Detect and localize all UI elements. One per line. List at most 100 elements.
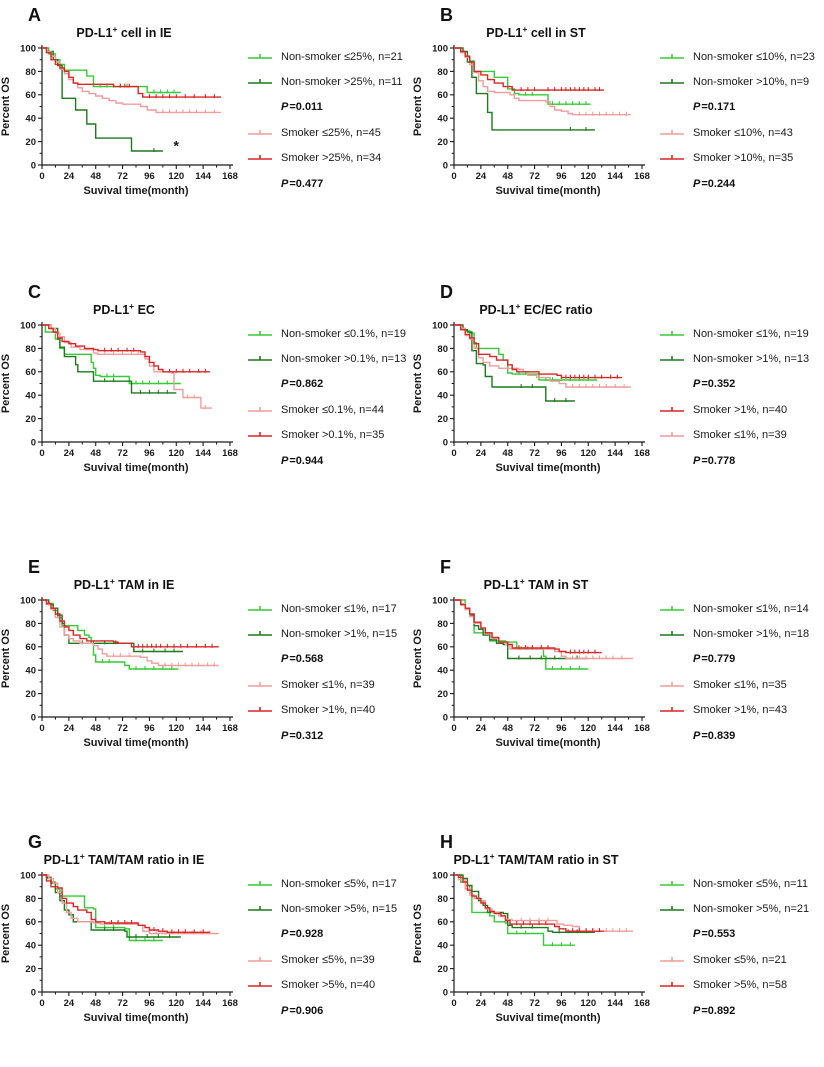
svg-text:24: 24 <box>476 998 487 1009</box>
svg-text:0: 0 <box>451 171 456 182</box>
p-symbol: P <box>693 653 701 666</box>
legend-marker-icon <box>660 880 684 886</box>
legend: Non-smoker ≤25%, n=21 Non-smoker >25%, n… <box>247 44 403 196</box>
svg-text:20: 20 <box>25 137 36 148</box>
chart-title-sup: + <box>79 851 85 861</box>
svg-text:72: 72 <box>529 171 540 182</box>
legend-item: Smoker ≤1%, n=35 <box>659 672 809 697</box>
svg-text:60: 60 <box>437 367 448 378</box>
p-value-text: =0.568 <box>289 653 324 666</box>
svg-text:Suvival time(month): Suvival time(month) <box>495 462 600 474</box>
svg-text:60: 60 <box>25 917 36 928</box>
legend-item: Non-smoker ≤5%, n=17 <box>247 871 397 896</box>
legend-label: Smoker >1%, n=40 <box>281 704 376 717</box>
panel-a: A PD-L1+ cell in IE 0 20 40 60 80 100 0 24 48 72 9… <box>0 0 412 277</box>
svg-text:168: 168 <box>222 171 238 182</box>
legend-item: Non-smoker ≤1%, n=14 <box>659 596 809 621</box>
svg-text:Percent OS: Percent OS <box>412 77 424 136</box>
km-plot: 0 20 40 60 80 100 0 24 48 72 96 120 144 168 Suvival ti… <box>0 595 238 749</box>
panel-h: H PD-L1+ TAM/TAM ratio in ST 0 20 40 60 80 10… <box>412 827 824 1067</box>
legend: Non-smoker ≤0.1%, n=19 Non-smoker >0.1%,… <box>247 321 406 473</box>
svg-text:96: 96 <box>144 998 155 1009</box>
svg-text:100: 100 <box>432 870 448 881</box>
chart-title-sup: + <box>112 24 118 34</box>
panel-b: B PD-L1+ cell in ST 0 20 40 60 80 100 0 24 48 72 9… <box>412 0 824 277</box>
chart-title-text: PD-L1 <box>486 26 523 41</box>
legend-item: Non-smoker >5%, n=21 <box>659 896 809 921</box>
svg-text:20: 20 <box>25 414 36 425</box>
svg-text:24: 24 <box>64 171 75 182</box>
legend-label: Smoker ≤10%, n=43 <box>693 126 793 139</box>
panel-c: C PD-L1+ EC 0 20 40 60 80 100 0 24 48 72 96 120 144 1… <box>0 277 412 552</box>
p-value: P =0.568 <box>281 647 397 672</box>
chart-title-sup: + <box>522 24 528 34</box>
legend-item: Smoker >25%, n=34 <box>247 146 403 171</box>
svg-text:24: 24 <box>476 171 487 182</box>
legend-item: Smoker ≤5%, n=21 <box>659 947 809 972</box>
svg-text:80: 80 <box>25 344 36 355</box>
legend-label: Non-smoker >0.1%, n=13 <box>281 353 407 366</box>
legend-marker-icon <box>248 982 272 988</box>
legend-label: Smoker >0.1%, n=35 <box>281 429 385 442</box>
svg-text:48: 48 <box>90 723 101 734</box>
legend-item: Non-smoker ≤1%, n=17 <box>247 596 397 621</box>
legend-item: Non-smoker >0.1%, n=13 <box>247 346 406 371</box>
svg-text:48: 48 <box>502 723 513 734</box>
legend-marker-icon <box>248 906 272 911</box>
svg-text:20: 20 <box>437 137 448 148</box>
legend-marker-icon <box>660 906 684 911</box>
km-plot: 0 20 40 60 80 100 0 24 48 72 96 120 144 168 Suvival ti… <box>0 320 238 474</box>
p-value-text: =0.011 <box>289 101 323 114</box>
legend-marker-icon <box>248 707 272 713</box>
panel-letter: C <box>28 282 41 302</box>
legend: Non-smoker ≤5%, n=17 Non-smoker >5%, n=1… <box>247 871 397 1023</box>
chart-title-text: TAM in ST <box>524 578 589 593</box>
panel-e: E PD-L1+ TAM in IE 0 20 40 60 80 100 0 24 48 72 96… <box>0 552 412 827</box>
km-plot: 0 20 40 60 80 100 0 24 48 72 96 120 144 168 Suvival ti… <box>412 43 650 197</box>
legend-label: Non-smoker ≤0.1%, n=19 <box>281 327 406 340</box>
panel-letter: A <box>28 5 41 25</box>
svg-text:Percent OS: Percent OS <box>0 354 12 413</box>
p-value: P =0.244 <box>693 171 815 196</box>
panel-letter: G <box>28 832 43 852</box>
svg-text:20: 20 <box>437 689 448 700</box>
svg-text:144: 144 <box>607 723 624 734</box>
svg-text:0: 0 <box>443 160 448 171</box>
legend-marker-icon <box>248 880 272 886</box>
svg-text:Percent OS: Percent OS <box>412 904 424 963</box>
legend-item: Smoker >1%, n=40 <box>659 397 809 422</box>
chart-title: PD-L1+ TAM in IE <box>8 576 240 592</box>
panel-letter: H <box>440 832 453 852</box>
legend-item: Smoker >1%, n=40 <box>247 698 397 723</box>
chart-title-text: PD-L1 <box>76 26 113 41</box>
p-value: P =0.171 <box>693 95 815 120</box>
svg-text:120: 120 <box>580 998 596 1009</box>
p-value-text: =0.944 <box>289 454 324 467</box>
svg-text:72: 72 <box>117 998 128 1009</box>
svg-text:40: 40 <box>25 666 36 677</box>
p-symbol: P <box>281 101 289 114</box>
svg-text:100: 100 <box>432 43 448 54</box>
svg-text:0: 0 <box>39 723 44 734</box>
legend-label: Non-smoker >1%, n=18 <box>693 628 810 641</box>
svg-text:100: 100 <box>20 870 36 881</box>
panel-letter: B <box>440 5 453 25</box>
svg-text:100: 100 <box>20 595 36 606</box>
p-value-text: =0.778 <box>701 454 736 467</box>
p-value: P =0.553 <box>693 922 809 947</box>
panel-letter: D <box>440 282 453 302</box>
p-value: P =0.928 <box>281 922 397 947</box>
svg-text:24: 24 <box>64 723 75 734</box>
svg-text:0: 0 <box>39 998 44 1009</box>
svg-text:0: 0 <box>39 171 44 182</box>
legend-label: Non-smoker >5%, n=15 <box>281 903 398 916</box>
p-symbol: P <box>281 1004 289 1017</box>
svg-text:120: 120 <box>168 448 184 459</box>
legend-marker-icon <box>248 681 272 687</box>
svg-text:48: 48 <box>502 998 513 1009</box>
legend-marker-icon <box>660 79 684 84</box>
km-plot: 0 20 40 60 80 100 0 24 48 72 96 120 144 168 Suvival ti… <box>412 595 650 749</box>
svg-text:48: 48 <box>502 448 513 459</box>
svg-text:144: 144 <box>195 723 212 734</box>
legend-label: Smoker ≤1%, n=35 <box>693 678 787 691</box>
